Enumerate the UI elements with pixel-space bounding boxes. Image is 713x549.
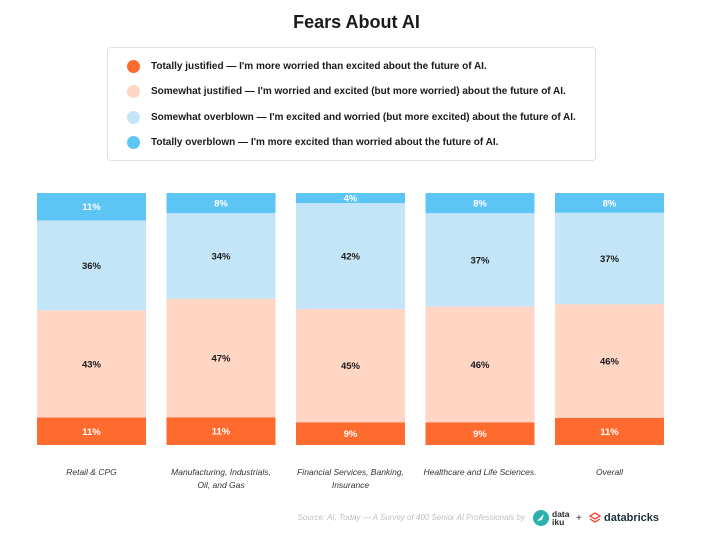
- data-label: 34%: [211, 252, 231, 263]
- category-label: Retail & CPG: [66, 467, 117, 477]
- data-label: 36%: [82, 261, 102, 272]
- data-label: 11%: [212, 427, 231, 438]
- databricks-logo: databricks: [589, 512, 659, 524]
- source-note: Source: AI, Today — A Survey of 400 Seni…: [297, 513, 525, 522]
- data-label: 9%: [473, 429, 487, 440]
- bar-segment-4-5: [555, 193, 664, 213]
- legend-label: Somewhat justified — I'm worried and exc…: [151, 85, 566, 97]
- dataiku-logo-line2: iku: [552, 517, 565, 527]
- data-label: 43%: [82, 359, 102, 370]
- footer: Source: AI, Today — A Survey of 400 Seni…: [0, 509, 713, 529]
- chart-title: Fears About AI: [293, 12, 420, 32]
- data-label: 47%: [211, 354, 231, 365]
- legend-item-totally-justified: Totally justified — I'm more worried tha…: [127, 58, 487, 74]
- data-label: 37%: [600, 254, 620, 265]
- category-label: Oil, and Gas: [197, 480, 245, 490]
- dataiku-bird-icon: [533, 510, 549, 526]
- stacked-bar-chart: 11% 43% 36% 11% Retail & CPG 11% 47% 34% 8% Manuf…: [37, 193, 664, 490]
- legend-swatch: [127, 135, 140, 149]
- bar-segment-1-4: [425, 422, 535, 445]
- legend-swatch: [127, 84, 140, 98]
- category-label: Overall: [596, 467, 624, 477]
- legend-label: Somewhat overblown — I'm excited and wor…: [151, 111, 576, 123]
- data-label: 8%: [473, 199, 487, 210]
- bar-segment-3-4: [425, 213, 535, 307]
- bar-segment-4-4: [425, 193, 535, 214]
- data-label: 8%: [603, 198, 617, 209]
- bar-segment-2-1: [37, 310, 146, 418]
- bar-segment-2-4: [425, 306, 535, 423]
- data-label: 46%: [600, 357, 620, 368]
- data-label: 4%: [344, 194, 358, 205]
- category-label: Manufacturing, Industrials,: [171, 467, 271, 477]
- legend-swatch: [127, 59, 140, 73]
- data-label: 37%: [470, 255, 490, 266]
- dataiku-logo-line1: data: [552, 509, 570, 519]
- legend-label: Totally justified — I'm more worried tha…: [151, 60, 487, 72]
- bar-segment-3-5: [555, 212, 664, 305]
- category-label: Financial Services, Banking,: [297, 467, 404, 477]
- legend-swatch: [127, 110, 140, 124]
- bar-segment-3-2: [166, 213, 276, 299]
- category-label: Insurance: [332, 480, 370, 490]
- legend: Totally justified — I'm more worried tha…: [107, 47, 596, 161]
- data-label: 45%: [341, 361, 361, 372]
- bar-segment-1-3: [296, 422, 405, 445]
- bar-segment-1-1: [37, 417, 146, 445]
- category-label: Healthcare and Life Sciences.: [424, 467, 537, 477]
- legend-item-somewhat-overblown: Somewhat overblown — I'm excited and wor…: [127, 109, 576, 125]
- bar-segment-2-3: [296, 308, 405, 423]
- legend-item-totally-overblown: Totally overblown — I'm more excited tha…: [127, 134, 498, 150]
- bar-segment-2-5: [555, 304, 664, 418]
- plus-sign: +: [576, 513, 582, 524]
- bar-segment-1-2: [166, 417, 276, 445]
- data-label: 42%: [341, 252, 361, 263]
- bar-segment-3-1: [37, 220, 146, 311]
- bar-segment-4-2: [166, 193, 276, 214]
- data-label: 11%: [600, 427, 619, 438]
- databricks-stack-icon: [589, 512, 601, 523]
- bar-segment-4-1: [37, 193, 146, 221]
- legend-label: Totally overblown — I'm more excited tha…: [151, 136, 499, 148]
- dataiku-logo: data iku: [533, 510, 569, 526]
- bar-segment-4-3: [296, 193, 405, 204]
- data-label: 8%: [214, 199, 228, 210]
- data-label: 11%: [82, 202, 101, 213]
- bar-segment-2-2: [166, 298, 276, 418]
- data-label: 11%: [82, 427, 101, 438]
- data-label: 46%: [470, 360, 490, 371]
- legend-item-somewhat-justified: Somewhat justified — I'm worried and exc…: [127, 83, 566, 99]
- databricks-logo-text: databricks: [604, 512, 660, 524]
- data-label: 9%: [344, 429, 358, 440]
- bar-segment-3-3: [296, 203, 405, 309]
- bar-segment-1-5: [555, 417, 664, 445]
